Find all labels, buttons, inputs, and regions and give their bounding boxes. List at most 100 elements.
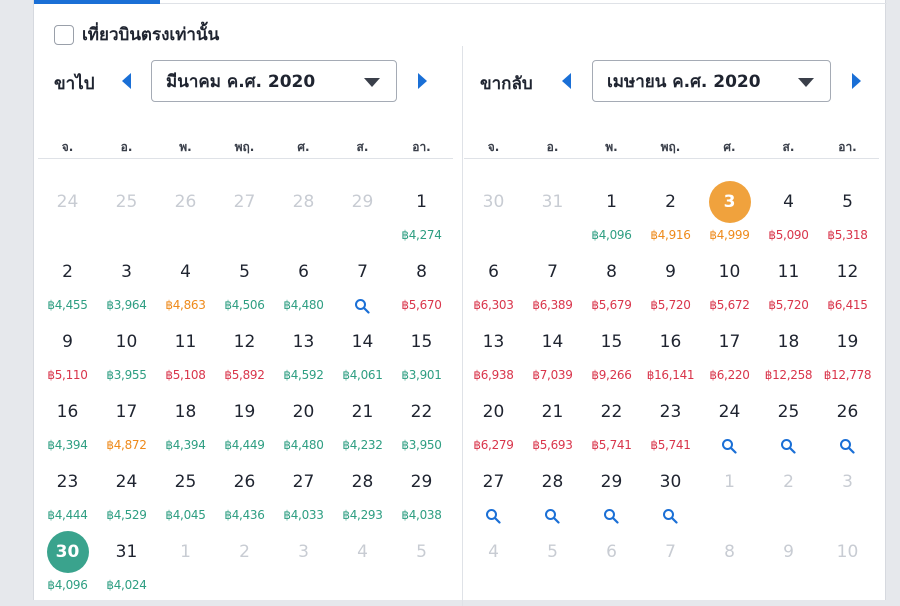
date-price: ฿4,455	[47, 298, 88, 312]
selected-date-cell[interactable]: 3 ฿4,999	[700, 173, 759, 243]
date-cell[interactable]: 9 ฿5,720	[641, 243, 700, 313]
date-price: ฿5,670	[401, 298, 442, 312]
outbound-prev-month-button[interactable]	[119, 71, 133, 91]
date-cell[interactable]: 19 ฿4,449	[215, 383, 274, 453]
date-cell[interactable]: 29	[582, 453, 641, 524]
active-tab-indicator	[34, 0, 160, 4]
date-cell[interactable]: 18 ฿4,394	[156, 383, 215, 453]
date-cell[interactable]: 31 ฿4,024	[97, 523, 156, 593]
date-cell[interactable]: 16 ฿4,394	[38, 383, 97, 453]
date-number: 26	[233, 472, 256, 492]
date-cell[interactable]: 24	[700, 383, 759, 454]
date-cell[interactable]: 23 ฿5,741	[641, 383, 700, 453]
return-month-select[interactable]: เมษายน ค.ศ. 2020	[592, 60, 831, 102]
chevron-right-icon	[852, 73, 861, 89]
date-cell[interactable]: 20 ฿6,279	[464, 383, 523, 453]
direct-flights-checkbox[interactable]	[54, 24, 74, 45]
weekday-header: ศ.	[723, 140, 736, 154]
date-number: 2	[665, 192, 676, 212]
outside-month-date-cell: 5	[523, 523, 582, 593]
date-cell[interactable]: 28 ฿4,293	[333, 453, 392, 523]
date-price: ฿4,394	[47, 438, 88, 452]
outbound-month-select[interactable]: มีนาคม ค.ศ. 2020	[151, 60, 397, 102]
date-cell[interactable]: 14 ฿4,061	[333, 313, 392, 383]
weekday-header: พ.	[605, 140, 618, 154]
date-cell[interactable]: 25	[759, 383, 818, 454]
date-cell[interactable]: 17 ฿6,220	[700, 313, 759, 383]
date-cell[interactable]: 8 ฿5,670	[392, 243, 451, 313]
date-cell[interactable]: 21 ฿5,693	[523, 383, 582, 453]
weekday-header: ส.	[782, 140, 795, 154]
date-cell[interactable]: 27 ฿4,033	[274, 453, 333, 523]
date-cell[interactable]: 14 ฿7,039	[523, 313, 582, 383]
date-cell[interactable]: 29 ฿4,038	[392, 453, 451, 523]
date-cell[interactable]: 4 ฿4,863	[156, 243, 215, 313]
outside-month-date-cell: 4	[464, 523, 523, 593]
date-cell[interactable]: 11 ฿5,720	[759, 243, 818, 313]
outbound-label: ขาไป	[54, 74, 95, 94]
date-cell[interactable]: 26 ฿4,436	[215, 453, 274, 523]
date-cell[interactable]: 5 ฿4,506	[215, 243, 274, 313]
date-price: ฿4,480	[283, 438, 324, 452]
date-cell[interactable]: 4 ฿5,090	[759, 173, 818, 243]
date-cell[interactable]: 7	[333, 243, 392, 314]
date-number: 25	[115, 192, 138, 212]
return-calendar-header: ขากลับ เมษายน ค.ศ. 2020	[464, 60, 884, 102]
date-cell[interactable]: 24 ฿4,529	[97, 453, 156, 523]
date-cell[interactable]: 18 ฿12,258	[759, 313, 818, 383]
date-cell[interactable]: 1 ฿4,096	[582, 173, 641, 243]
date-number: 27	[292, 472, 315, 492]
date-number: 4	[357, 542, 368, 562]
date-cell[interactable]: 6 ฿6,303	[464, 243, 523, 313]
date-cell[interactable]: 12 ฿5,892	[215, 313, 274, 383]
date-cell[interactable]: 28	[523, 453, 582, 524]
date-cell[interactable]: 2 ฿4,916	[641, 173, 700, 243]
date-cell[interactable]: 7 ฿6,389	[523, 243, 582, 313]
date-cell[interactable]: 10 ฿5,672	[700, 243, 759, 313]
date-cell[interactable]: 6 ฿4,480	[274, 243, 333, 313]
date-cell[interactable]: 25 ฿4,045	[156, 453, 215, 523]
date-cell[interactable]: 5 ฿5,318	[818, 173, 877, 243]
return-prev-month-button[interactable]	[559, 71, 573, 91]
date-price: ฿16,141	[646, 368, 695, 382]
date-cell[interactable]: 17 ฿4,872	[97, 383, 156, 453]
date-number: 29	[600, 472, 623, 492]
outbound-next-month-button[interactable]	[416, 71, 430, 91]
date-cell[interactable]: 13 ฿4,592	[274, 313, 333, 383]
date-number: 11	[777, 262, 800, 282]
date-cell[interactable]: 22 ฿5,741	[582, 383, 641, 453]
return-day-grid: 30 31 1 ฿4,096 2 ฿4,916 3 ฿4,999 4 ฿5,090 5 ฿5,318 6…	[464, 173, 884, 593]
date-number: 1	[416, 192, 427, 212]
direct-flights-filter[interactable]: เที่ยวบินตรงเท่านั้น	[54, 21, 219, 48]
date-cell[interactable]: 10 ฿3,955	[97, 313, 156, 383]
date-cell[interactable]: 1 ฿4,274	[392, 173, 451, 243]
date-cell[interactable]: 16 ฿16,141	[641, 313, 700, 383]
date-number: 20	[482, 402, 505, 422]
date-cell[interactable]: 23 ฿4,444	[38, 453, 97, 523]
date-cell[interactable]: 20 ฿4,480	[274, 383, 333, 453]
date-cell[interactable]: 9 ฿5,110	[38, 313, 97, 383]
date-cell[interactable]: 21 ฿4,232	[333, 383, 392, 453]
date-cell[interactable]: 22 ฿3,950	[392, 383, 451, 453]
date-cell[interactable]: 8 ฿5,679	[582, 243, 641, 313]
selected-date-cell[interactable]: 30 ฿4,096	[38, 523, 97, 593]
outside-month-date-cell: 3	[818, 453, 877, 523]
date-cell[interactable]: 12 ฿6,415	[818, 243, 877, 313]
date-cell[interactable]: 13 ฿6,938	[464, 313, 523, 383]
date-cell[interactable]: 26	[818, 383, 877, 454]
date-cell[interactable]: 15 ฿3,901	[392, 313, 451, 383]
date-cell[interactable]: 2 ฿4,455	[38, 243, 97, 313]
return-label: ขากลับ	[480, 74, 533, 94]
date-number: 13	[292, 332, 315, 352]
date-cell[interactable]: 27	[464, 453, 523, 524]
date-number: 10	[836, 542, 859, 562]
date-cell[interactable]: 15 ฿9,266	[582, 313, 641, 383]
return-next-month-button[interactable]	[850, 71, 864, 91]
date-cell[interactable]: 3 ฿3,964	[97, 243, 156, 313]
date-cell[interactable]: 19 ฿12,778	[818, 313, 877, 383]
date-cell[interactable]: 30	[641, 453, 700, 524]
weekday-header: อ.	[120, 140, 133, 154]
date-cell[interactable]: 11 ฿5,108	[156, 313, 215, 383]
outside-month-date-cell: 24	[38, 173, 97, 243]
weekday-header: อ.	[546, 140, 559, 154]
